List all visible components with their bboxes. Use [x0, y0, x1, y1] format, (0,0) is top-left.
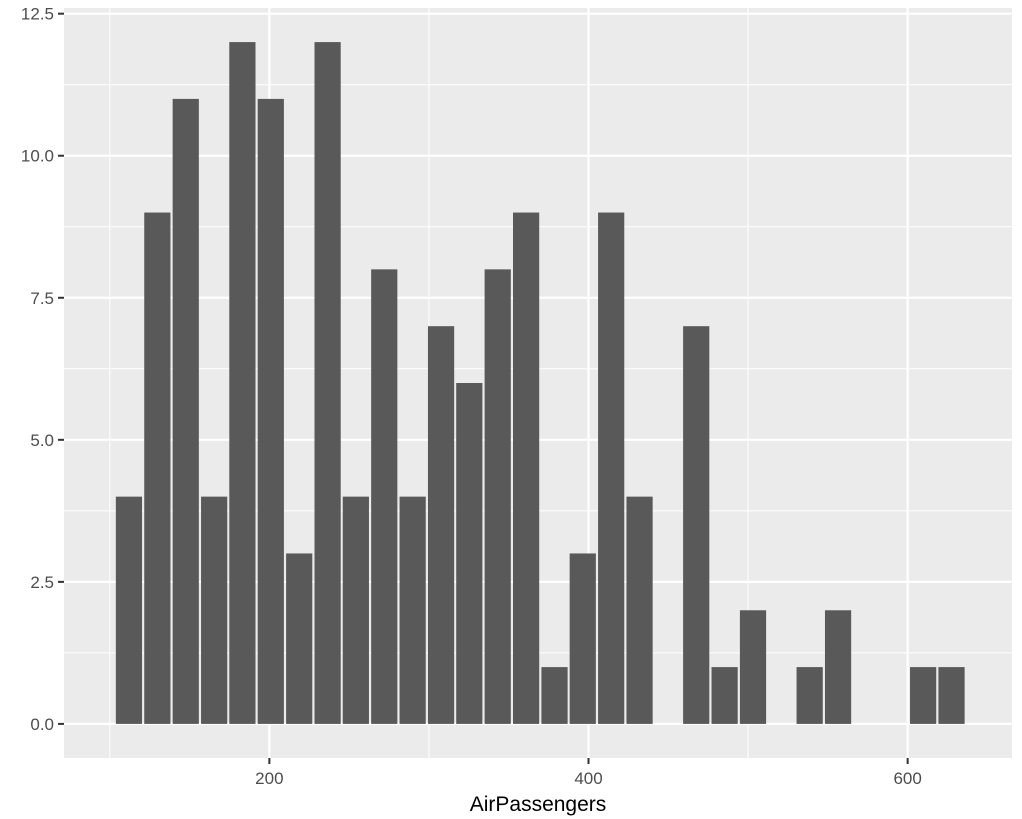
histogram-bar: [399, 496, 426, 724]
histogram-bar: [513, 212, 540, 724]
histogram-bar: [796, 667, 823, 724]
histogram-bar: [144, 212, 171, 724]
x-axis: 200 400 600: [255, 758, 922, 788]
y-tick-label: 2.5: [30, 573, 54, 592]
histogram-bar: [371, 269, 398, 724]
y-tick-label: 7.5: [30, 289, 54, 308]
histogram-bar: [683, 326, 710, 724]
x-tick-label: 400: [574, 769, 602, 788]
histogram-bar: [739, 610, 767, 724]
histogram-bar: [938, 667, 965, 724]
histogram-bar: [484, 269, 511, 724]
histogram-bar: [229, 42, 256, 724]
histogram-bar: [824, 610, 852, 724]
histogram-bar: [257, 98, 284, 724]
histogram-bar: [314, 42, 341, 724]
x-axis-title: AirPassengers: [470, 793, 607, 816]
histogram-bar: [427, 326, 455, 724]
histogram-bar: [115, 496, 143, 724]
y-axis: 0.0 2.5 5.0 7.5 10.0 12.5: [21, 5, 64, 734]
y-tick-label: 5.0: [30, 431, 54, 450]
histogram-bar: [711, 667, 738, 724]
histogram-bar: [569, 553, 596, 724]
histogram-bar: [541, 667, 568, 724]
y-tick-label: 10.0: [21, 147, 54, 166]
histogram-bar: [286, 553, 313, 724]
histogram-bar: [910, 667, 937, 724]
histogram-bar: [626, 496, 653, 724]
y-tick-label: 0.0: [30, 715, 54, 734]
histogram-bar: [456, 383, 483, 724]
x-tick-label: 200: [255, 769, 283, 788]
histogram-bar: [172, 98, 199, 724]
x-tick-label: 600: [893, 769, 921, 788]
histogram-bar: [342, 496, 369, 724]
y-tick-label: 12.5: [21, 5, 54, 24]
bars: [115, 42, 965, 724]
histogram-bar: [201, 496, 228, 724]
histogram-bar: [598, 212, 625, 724]
